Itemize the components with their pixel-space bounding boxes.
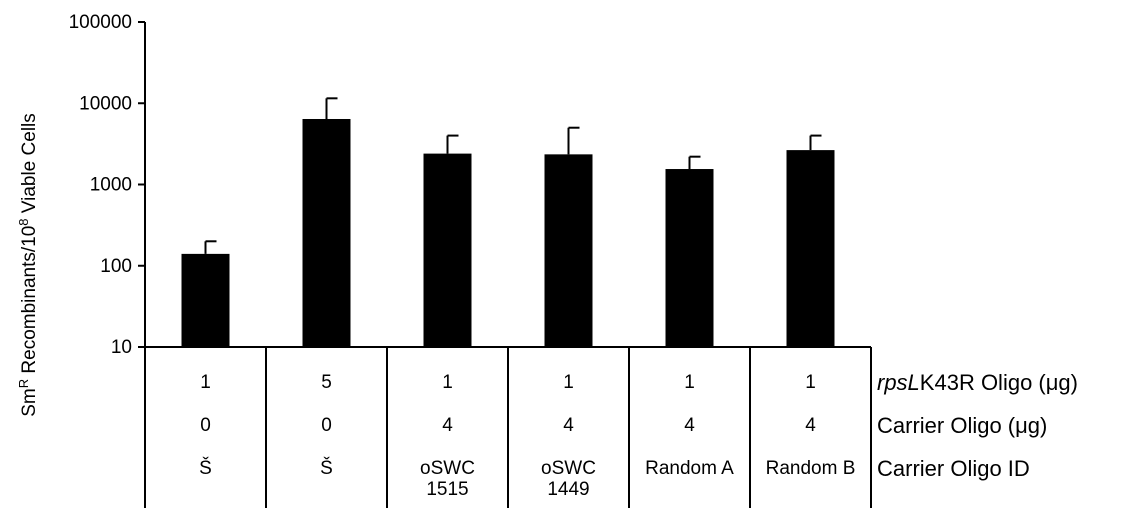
y-tick-label: 100000 bbox=[69, 12, 132, 33]
y-axis-label: SmR Recombinants/108 Viable Cells bbox=[16, 113, 40, 417]
bar bbox=[302, 118, 351, 347]
table-cell: 4 bbox=[684, 415, 695, 436]
table-cell: Random B bbox=[766, 458, 856, 479]
bar bbox=[786, 150, 835, 347]
table-cell: Random A bbox=[645, 458, 734, 479]
table-cell: 4 bbox=[563, 415, 574, 436]
y-tick-label: 10 bbox=[111, 337, 132, 358]
table-cell: 1 bbox=[805, 372, 816, 393]
table-row-label: Carrier Oligo ID bbox=[877, 456, 1030, 481]
table-row-label: Carrier Oligo (μg) bbox=[877, 413, 1047, 438]
data-table: 1 5 1 1 1 1 rpsLK43R Oligo (μg) 0 0 4 4 4 4 Carrier O… bbox=[145, 346, 1078, 508]
table-cell: 1 bbox=[563, 372, 574, 393]
table-cell: Š bbox=[199, 457, 212, 479]
bar bbox=[665, 169, 714, 347]
y-axis: 100000 10000 1000 100 10 bbox=[69, 12, 146, 508]
table-cell: Š bbox=[320, 457, 333, 479]
table-row-label: rpsLK43R Oligo (μg) bbox=[877, 370, 1078, 395]
y-tick-label: 10000 bbox=[79, 93, 132, 114]
bar bbox=[181, 253, 230, 347]
y-tick-label: 1000 bbox=[90, 175, 132, 196]
table-cell: 0 bbox=[200, 415, 211, 436]
table-cell: 4 bbox=[805, 415, 816, 436]
table-cell: 4 bbox=[442, 415, 453, 436]
y-tick-label: 100 bbox=[100, 256, 132, 277]
bar bbox=[544, 154, 593, 347]
table-cell: 0 bbox=[321, 415, 332, 436]
bar bbox=[423, 153, 472, 347]
table-cell: oSWC 1515 bbox=[420, 458, 475, 500]
table-cell: 5 bbox=[321, 372, 332, 393]
table-cell: oSWC 1449 bbox=[541, 458, 596, 500]
table-cell: 1 bbox=[684, 372, 695, 393]
table-cell: 1 bbox=[200, 372, 211, 393]
table-cell: 1 bbox=[442, 372, 453, 393]
bars bbox=[181, 97, 835, 347]
